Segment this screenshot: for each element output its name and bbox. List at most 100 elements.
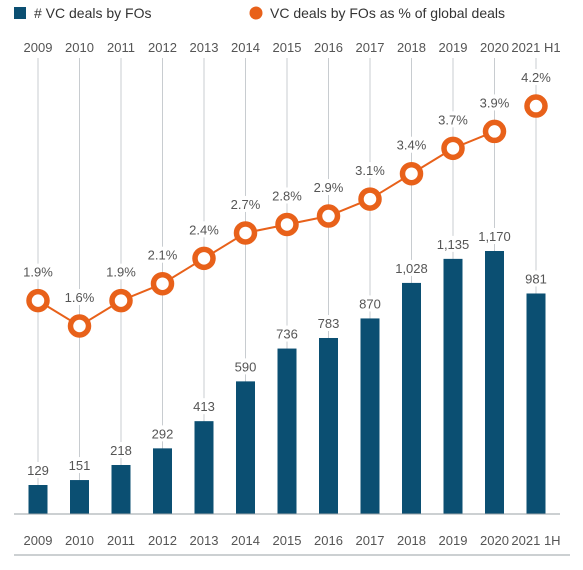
bar-value-label: 1,135 — [437, 237, 470, 252]
bar — [443, 258, 463, 514]
bottom-tick-label: 2020 — [480, 533, 509, 548]
bar-label-bg — [231, 358, 260, 375]
bar — [319, 337, 338, 514]
line-label-bg — [269, 187, 305, 204]
bottom-tick-label: 2013 — [190, 533, 219, 548]
bottom-tick-label: 2009 — [24, 533, 53, 548]
line-point — [399, 161, 424, 186]
top-tick-label: 2011 — [107, 40, 135, 55]
line-label-bg — [186, 221, 222, 238]
line-value-label: 2.8% — [272, 188, 302, 203]
line-value-label: 3.9% — [480, 95, 510, 110]
bar — [111, 464, 131, 514]
bar — [70, 480, 89, 514]
line-point — [358, 187, 382, 211]
line-value-label: 3.7% — [438, 112, 468, 127]
legend-label-line: VC deals by FOs as % of global deals — [270, 5, 505, 21]
bar-label-bg — [65, 457, 94, 474]
line-label-bg — [393, 136, 430, 153]
top-tick-label: 2017 — [356, 40, 385, 55]
bar-value-label: 218 — [110, 443, 132, 458]
line-label-bg — [435, 111, 471, 128]
line-label-bg — [227, 195, 264, 212]
bar-label-bg — [480, 228, 509, 244]
line-value-label: 3.4% — [397, 138, 427, 153]
bar — [277, 348, 297, 514]
bar — [485, 251, 504, 514]
top-tick-label: 2013 — [190, 40, 219, 55]
bar-labels: 129 151 218 292 413 590 736 783 870 1,028 1,135 1,1… — [24, 228, 550, 479]
bottom-tick-label: 2010 — [65, 533, 94, 548]
top-tick-label: 2012 — [148, 40, 177, 55]
bar — [153, 448, 172, 514]
bar-value-label: 590 — [235, 359, 257, 374]
bar-label-bg — [190, 398, 218, 415]
bar-value-label: 736 — [276, 327, 298, 342]
line-point — [109, 288, 133, 313]
line-path — [37, 130, 495, 328]
line-value-label: 1.9% — [23, 265, 53, 280]
bar-value-label: 981 — [525, 271, 547, 286]
bar-value-label: 129 — [27, 463, 49, 478]
line-label-bg — [144, 246, 181, 263]
line-point — [26, 288, 50, 313]
top-tick-label: 2016 — [314, 40, 343, 55]
line-point — [482, 119, 507, 144]
bar — [360, 318, 380, 514]
line-point — [441, 136, 465, 161]
bottom-tick-label: 2016 — [314, 533, 343, 548]
bar-label-bg — [522, 270, 550, 287]
line-point — [233, 221, 258, 245]
bar-label-bg — [107, 441, 135, 458]
bar-value-label: 1,170 — [478, 229, 511, 244]
bottom-tick-label: 2012 — [148, 533, 177, 548]
bar-value-label: 292 — [152, 426, 174, 441]
bar-series — [28, 251, 546, 514]
bar-value-label: 870 — [359, 296, 381, 311]
line-point — [275, 212, 299, 237]
bottom-tick-label: 2017 — [356, 533, 385, 548]
bar-label-bg — [273, 325, 301, 342]
line-value-label: 1.9% — [106, 265, 136, 280]
line-value-label: 2.4% — [189, 222, 219, 237]
line-series — [26, 94, 548, 338]
line-label-bg — [352, 162, 388, 179]
top-tick-label: 2009 — [24, 40, 53, 55]
top-tick-label: 2014 — [231, 40, 260, 55]
line-label-bg — [518, 69, 554, 86]
legend-swatch-bars — [14, 7, 26, 19]
bar-label-bg — [356, 295, 384, 312]
line-point — [316, 204, 341, 228]
legend: # VC deals by FOs VC deals by FOs as % of… — [14, 5, 505, 21]
line-value-label: 2.9% — [314, 180, 344, 195]
bottom-axis: 2009 2010 2011 2012 2013 2014 2015 2016 2017 2018… — [14, 513, 570, 556]
top-tick-label: 2010 — [65, 40, 94, 55]
line-labels: 1.9% 1.6% 1.9% 2.1% 2.4% 2.7% 2.8% 2.9% 3.1% 3.4%… — [20, 69, 554, 305]
top-tick-label: 2018 — [397, 40, 426, 55]
top-axis: 2009 2010 2011 2012 2013 2014 2015 2016 2017 2018… — [24, 40, 561, 55]
bar — [402, 282, 421, 514]
line-value-label: 3.1% — [355, 163, 385, 178]
legend-swatch-line — [249, 6, 263, 20]
line-point — [150, 271, 175, 296]
bottom-tick-label: 2018 — [397, 533, 426, 548]
bottom-tick-label: 2015 — [273, 533, 302, 548]
bar-value-label: 413 — [193, 399, 215, 414]
line-label-bg — [310, 179, 347, 196]
bottom-tick-label: 2014 — [231, 533, 260, 548]
line-point — [192, 246, 216, 271]
bar — [28, 485, 48, 514]
bar-label-bg — [439, 235, 467, 252]
bar-label-bg — [397, 259, 426, 276]
bar — [194, 421, 214, 514]
line-label-bg — [476, 94, 513, 111]
line-value-label: 2.7% — [231, 197, 261, 212]
bar — [526, 293, 546, 514]
bar-value-label: 783 — [318, 316, 340, 331]
top-tick-label: 2015 — [273, 40, 302, 55]
top-tick-label: 2020 — [480, 40, 509, 55]
top-tick-label: 2021 H1 — [511, 40, 560, 55]
top-tick-label: 2019 — [439, 40, 468, 55]
